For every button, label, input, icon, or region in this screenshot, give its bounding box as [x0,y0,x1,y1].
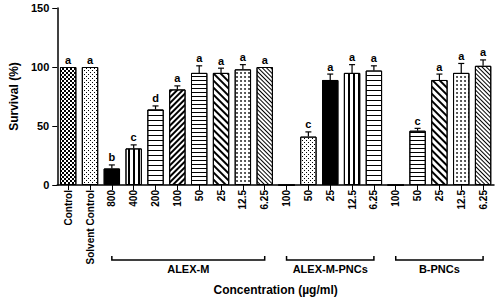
svg-text:Control: Control [63,190,74,226]
svg-text:50: 50 [303,190,314,202]
svg-text:b: b [108,151,115,163]
svg-text:a: a [436,61,443,73]
svg-text:800: 800 [106,190,117,207]
svg-text:a: a [196,52,203,64]
svg-text:c: c [415,115,421,127]
svg-text:a: a [262,54,269,66]
svg-text:ALEX-M-PNCs: ALEX-M-PNCs [293,263,368,275]
svg-text:100: 100 [31,61,49,73]
svg-text:d: d [152,92,159,104]
svg-text:c: c [131,131,137,143]
svg-text:a: a [458,50,465,62]
svg-text:Concentration (µg/ml): Concentration (µg/ml) [214,283,338,297]
svg-text:a: a [65,54,72,66]
svg-text:12.5: 12.5 [456,190,467,210]
svg-text:a: a [218,55,225,67]
svg-text:Solvent Control: Solvent Control [85,190,96,265]
svg-text:50: 50 [194,190,205,202]
svg-text:6.25: 6.25 [259,190,270,210]
svg-text:a: a [174,72,181,84]
svg-text:25: 25 [216,190,227,202]
svg-text:a: a [240,51,247,63]
svg-text:50: 50 [37,120,49,132]
svg-text:100: 100 [281,190,292,207]
svg-text:12.5: 12.5 [347,190,358,210]
svg-text:400: 400 [128,190,139,207]
svg-text:25: 25 [325,190,336,202]
svg-text:a: a [327,61,334,73]
svg-text:25: 25 [434,190,445,202]
svg-text:a: a [87,54,94,66]
svg-text:0: 0 [43,179,49,191]
svg-text:a: a [480,46,487,58]
svg-text:200: 200 [150,190,161,207]
svg-text:100: 100 [172,190,183,207]
svg-text:c: c [305,118,311,130]
svg-text:12.5: 12.5 [237,190,248,210]
svg-text:50: 50 [412,190,423,202]
svg-text:Survival (%): Survival (%) [7,62,21,131]
svg-text:a: a [349,51,356,63]
svg-text:B-PNCs: B-PNCs [419,263,460,275]
svg-text:a: a [371,52,378,64]
svg-text:ALEX-M: ALEX-M [167,263,209,275]
svg-text:150: 150 [31,2,49,14]
svg-text:6.25: 6.25 [478,190,489,210]
svg-text:100: 100 [390,190,401,207]
svg-text:6.25: 6.25 [368,190,379,210]
